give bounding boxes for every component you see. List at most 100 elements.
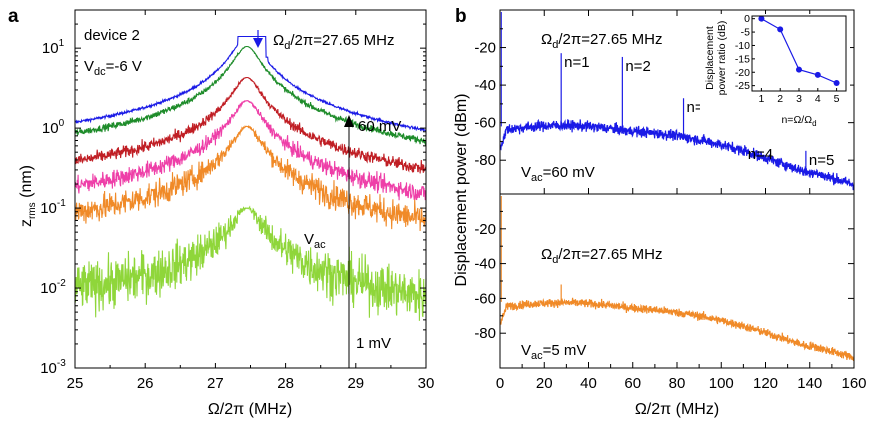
b-ytick-label: -20 [474,40,496,57]
inset-ytick-label: -5 [741,27,750,39]
b-top-vac-sub: ac [531,172,543,184]
series-line-3 [74,100,427,201]
vac-high-label: 60 mV [358,118,401,135]
b-noise-series-top [500,118,855,191]
panel-b: b 0 20 40 60 80 100 120 140 160 -20-40-60-80-20-… [453,6,867,418]
panel-b-y-ticks: -20 -40 -60 -80 -20 -40 -60 -80 [474,28,854,342]
panel-a-y-ticks: 10-3 10-2 10-1 100 101 [40,9,426,377]
b-top-vac-label: Vac=60 mV [521,164,595,184]
panel-a-y-label-unit: (nm) [18,165,35,202]
inset-data-group [758,15,840,86]
series-line-4 [74,124,427,232]
b-top-drive-main: Ω [541,31,552,48]
inset-xtick-label: 4 [815,93,821,105]
inset-point-3 [796,66,802,73]
vdc-main: V [84,58,94,75]
a-ytick-label: 101 [42,38,65,57]
inset-point-2 [777,26,784,33]
b-xtick-label: 100 [709,375,734,392]
panel-b-y-axis-label: Displacement power (dBm) [453,94,470,287]
b-bottom-drive-main: Ω [541,246,552,263]
inset-xtick-label: 5 [834,93,840,105]
b-bottom-drive-sub: d [552,254,558,266]
a-xtick-label: 29 [347,375,364,392]
panel-a: a 25 26 27 28 29 30 10-3 10-2 10-1 100 101 Ω/2π (… [8,6,434,418]
inset-background [700,14,850,116]
inset-x-label: n=Ω/Ωd [781,114,816,128]
panel-a-y-axis-label: zrms (nm) [18,165,38,227]
vac-low-label: 1 mV [356,335,391,352]
b-noise-series-bottom [500,297,855,361]
drive-main: Ω [273,32,284,49]
harmonic-label-2: n=2 [625,58,650,75]
inset-xtick-label: 2 [777,93,783,105]
b-xtick-label: 140 [797,375,822,392]
b-ytick-label: -60 [474,290,496,307]
vac-arrow-head [344,115,354,127]
b-xtick-label: 60 [624,375,641,392]
inset-y-label-line2: power ratio (dB) [716,21,728,96]
a-ytick-label: 10-2 [40,278,66,297]
panel-a-marks-group [253,30,354,368]
b-xtick-label: 0 [496,375,504,392]
a-ytick-label: 100 [42,118,65,137]
b-bottom-vac-sub: ac [531,350,543,362]
b-xtick-label: 80 [669,375,686,392]
panel-b-label: b [455,6,467,27]
inset-ytick-label: -10 [735,40,750,52]
inset-ytick-label: -20 [735,67,750,79]
harmonic-label-1: n=1 [564,54,589,71]
a-xtick-label: 30 [418,375,435,392]
b-xtick-label: 120 [753,375,778,392]
a-ytick-label: 10-1 [40,198,66,217]
b-bottom-vac-main: V [521,342,531,359]
panel-b-x-ticks: 0 20 40 60 80 100 120 140 160 [496,10,867,392]
vdc-label: Vdc=-6 V [84,58,142,78]
panel-a-x-axis-label: Ω/2π (MHz) [208,401,292,418]
b-ytick-label: -40 [474,256,496,273]
panel-a-y-label-sub: rms [27,202,38,219]
drive-value: /2π=27.65 MHz [290,32,394,49]
vdc-value: =-6 V [106,58,142,75]
inset-point-1 [758,15,765,22]
a-xtick-label: 25 [67,375,84,392]
b-ytick-label: -20 [474,221,496,238]
panel-a-x-ticks: 25 26 27 28 29 30 [67,10,435,392]
panel-a-series-group [74,35,427,321]
panel-a-y-label-main: z [18,219,35,227]
series-line-0 [74,35,427,133]
b-bottom-drive-label: Ωd/2π=27.65 MHz [541,246,663,266]
inset-point-5 [833,79,840,86]
inset-ticks-group: 1 2 3 4 5 0 -5-10-15 -20-25 [735,13,840,105]
a-ytick-label: 10-3 [40,358,66,377]
series-line-5 [74,205,427,321]
inset-ytick-label: 0 [744,13,750,25]
b-top-vac-main: V [521,164,531,181]
inset-x-label-sub: d [812,119,816,128]
series-line-2 [74,76,427,174]
inset-xtick-label: 3 [796,93,802,105]
vac-main: V [304,231,314,248]
b-top-drive-value: /2π=27.65 MHz [558,31,662,48]
drive-sub: d [284,40,290,52]
b-xtick-label: 20 [536,375,553,392]
drive-frequency-label: Ωd/2π=27.65 MHz [273,32,395,52]
vdc-sub: dc [94,66,106,78]
series-line-1 [74,45,427,146]
panel-b-series-group [500,12,855,361]
inset-x-label-main: n=Ω/Ω [781,114,812,126]
b-xtick-label: 160 [841,375,866,392]
drive-arrow-head [253,38,263,48]
inset-chart: 1 2 3 4 5 0 -5-10-15 -20-25 Displacement power … [700,13,850,128]
b-ytick-label: -80 [474,325,496,342]
inset-ytick-label: -15 [735,53,750,65]
b-ytick-label: -40 [474,77,496,94]
b-xtick-label: 40 [580,375,597,392]
panel-b-x-axis-label: Ω/2π (MHz) [635,401,719,418]
vac-label: Vac [304,231,326,251]
vac-sub: ac [314,239,326,251]
panel-a-label: a [8,6,19,27]
a-xtick-label: 27 [207,375,224,392]
b-bottom-vac-label: Vac=5 mV [521,342,586,362]
